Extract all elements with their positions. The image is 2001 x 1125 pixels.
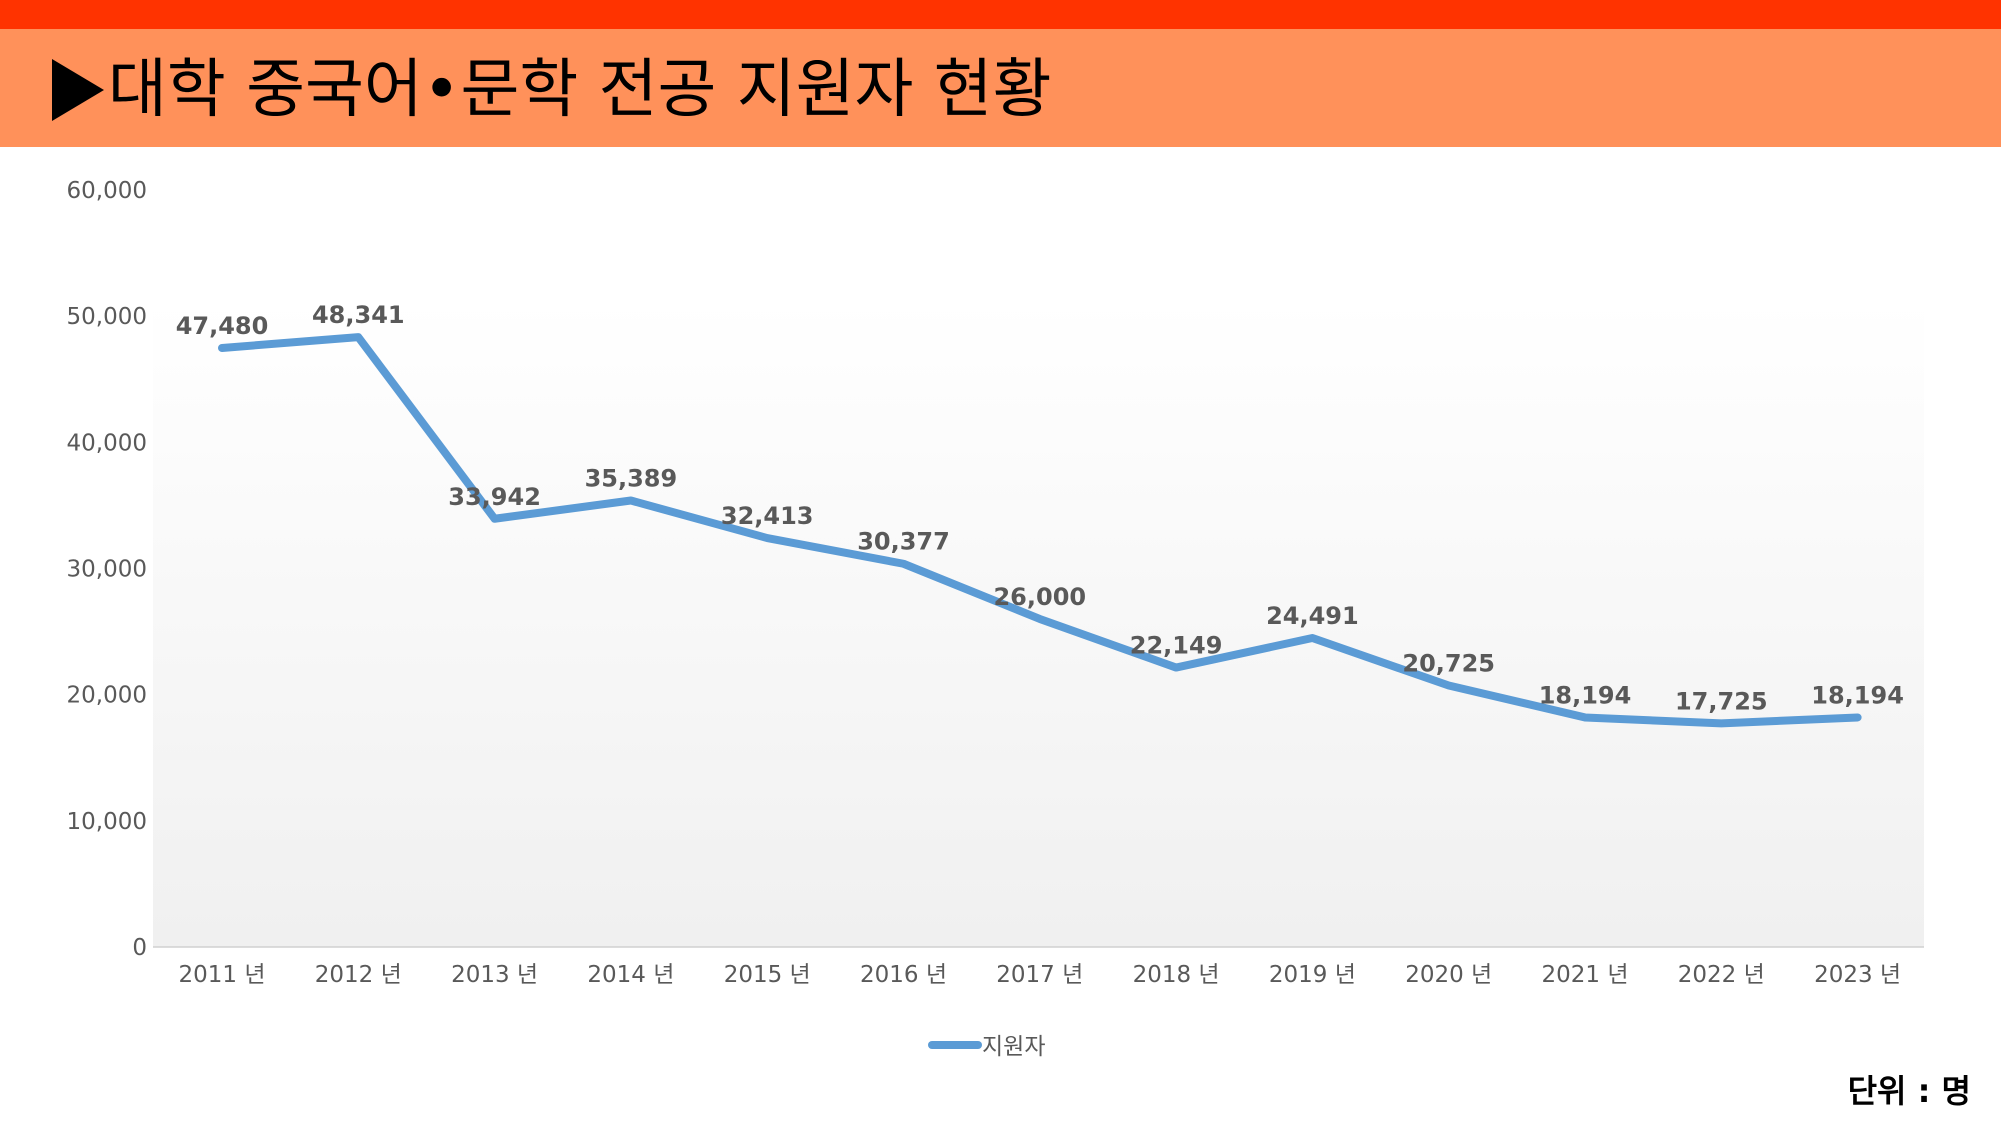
x-tick-label: 2021 년 — [1541, 962, 1628, 988]
play-triangle-icon — [52, 59, 104, 121]
x-tick-label: 2011 년 — [178, 962, 265, 988]
page-title: 대학 중국어•문학 전공 지원자 현황 — [52, 55, 1051, 125]
y-tick-label: 10,000 — [67, 809, 147, 835]
header-banner: 대학 중국어•문학 전공 지원자 현황 — [0, 29, 2001, 147]
x-tick-label: 2019 년 — [1269, 962, 1356, 988]
y-tick-label: 0 — [132, 935, 147, 961]
x-tick-label: 2012 년 — [315, 962, 402, 988]
plot-area — [153, 300, 1924, 947]
data-label: 22,149 — [1130, 632, 1223, 660]
data-label: 48,341 — [312, 301, 405, 329]
x-tick-label: 2016 년 — [860, 962, 947, 988]
y-tick-label: 20,000 — [67, 683, 147, 709]
data-label: 32,413 — [721, 502, 814, 530]
y-tick-label: 60,000 — [67, 178, 147, 204]
data-label: 18,194 — [1539, 681, 1632, 709]
x-tick-label: 2013 년 — [451, 962, 538, 988]
x-tick-label: 2014 년 — [587, 962, 674, 988]
data-label: 26,000 — [993, 583, 1086, 611]
data-label: 30,377 — [857, 528, 950, 556]
page-title-text: 대학 중국어•문학 전공 지원자 현황 — [108, 53, 1052, 127]
top-accent-bar — [0, 0, 2001, 29]
series-line-지원자 — [218, 333, 1862, 728]
x-tick-label: 2022 년 — [1678, 962, 1765, 988]
y-tick-label: 30,000 — [67, 557, 147, 583]
data-label: 18,194 — [1811, 681, 1904, 709]
x-tick-label: 2015 년 — [724, 962, 811, 988]
y-tick-label: 40,000 — [67, 430, 147, 456]
unit-label: 단위 : 명 — [1847, 1072, 1971, 1110]
x-tick-label: 2017 년 — [996, 962, 1083, 988]
data-label: 47,480 — [176, 312, 269, 340]
data-label: 24,491 — [1266, 602, 1359, 630]
data-label: 35,389 — [585, 465, 678, 493]
data-label: 20,725 — [1402, 650, 1495, 678]
x-tick-label: 2018 년 — [1133, 962, 1220, 988]
y-tick-label: 50,000 — [67, 304, 147, 330]
legend-label: 지원자 — [982, 1034, 1045, 1060]
data-label: 33,942 — [448, 483, 541, 511]
x-tick-label: 2020 년 — [1405, 962, 1492, 988]
data-label: 17,725 — [1675, 687, 1768, 715]
x-tick-label: 2023 년 — [1814, 962, 1901, 988]
